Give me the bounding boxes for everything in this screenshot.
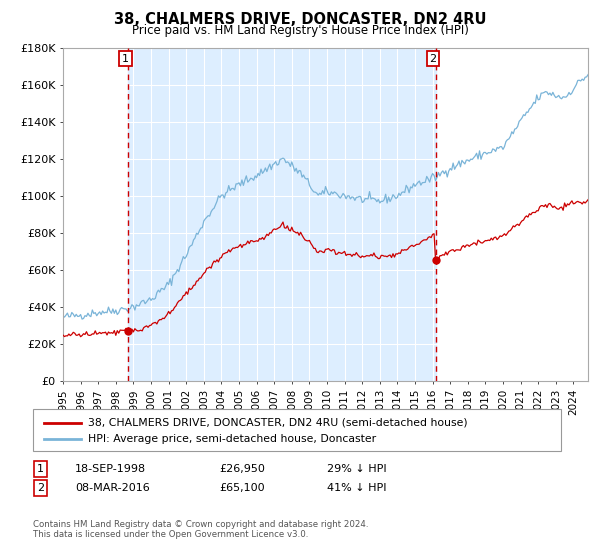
Text: Contains HM Land Registry data © Crown copyright and database right 2024.
This d: Contains HM Land Registry data © Crown c… (33, 520, 368, 539)
Text: 2: 2 (37, 483, 44, 493)
Text: 1: 1 (122, 54, 129, 64)
Text: Price paid vs. HM Land Registry's House Price Index (HPI): Price paid vs. HM Land Registry's House … (131, 24, 469, 36)
Text: £65,100: £65,100 (219, 483, 265, 493)
Text: 1: 1 (37, 464, 44, 474)
Text: 41% ↓ HPI: 41% ↓ HPI (327, 483, 386, 493)
Text: 29% ↓ HPI: 29% ↓ HPI (327, 464, 386, 474)
Text: 08-MAR-2016: 08-MAR-2016 (75, 483, 150, 493)
Text: £26,950: £26,950 (219, 464, 265, 474)
Text: 38, CHALMERS DRIVE, DONCASTER, DN2 4RU: 38, CHALMERS DRIVE, DONCASTER, DN2 4RU (114, 12, 486, 27)
Text: HPI: Average price, semi-detached house, Doncaster: HPI: Average price, semi-detached house,… (88, 434, 377, 444)
FancyBboxPatch shape (33, 409, 561, 451)
Text: 18-SEP-1998: 18-SEP-1998 (75, 464, 146, 474)
Bar (128, 48, 436, 381)
Text: 38, CHALMERS DRIVE, DONCASTER, DN2 4RU (semi-detached house): 38, CHALMERS DRIVE, DONCASTER, DN2 4RU (… (88, 418, 468, 428)
Text: 2: 2 (430, 54, 437, 64)
